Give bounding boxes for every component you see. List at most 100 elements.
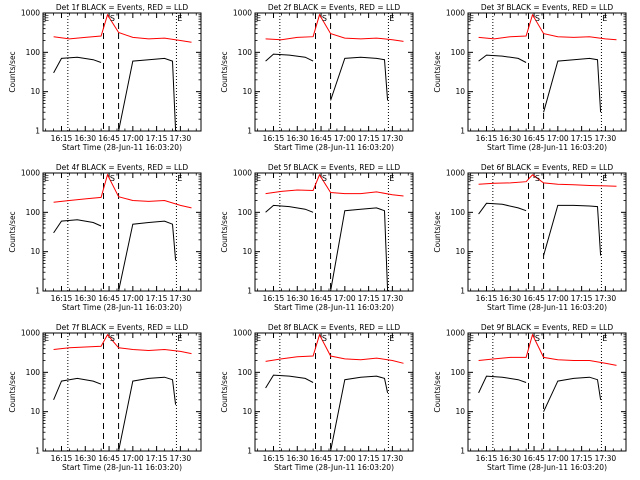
event-marker-label: E	[177, 14, 182, 23]
plot-frame	[254, 12, 414, 132]
chart-title: Det 8f BLACK = Events, RED = LLD	[268, 323, 401, 332]
y-tick-label: 10	[455, 247, 465, 256]
x-tick-label: 16:15	[51, 454, 73, 463]
x-tick-label: 17:30	[170, 454, 192, 463]
y-tick-label: 10	[30, 247, 40, 256]
x-tick-label: 17:30	[170, 134, 192, 143]
chart-title: Det 4f BLACK = Events, RED = LLD	[56, 163, 189, 172]
x-tick-label: 16:15	[51, 134, 73, 143]
x-axis-label: Start Time (28-Jun-11 16:03:20)	[487, 143, 607, 152]
chart-panel-1: Det 1f BLACK = Events, RED = LLD 1 10 100 10…	[8, 3, 202, 152]
series-line-1	[265, 173, 404, 197]
x-axis-label: Start Time (28-Jun-11 16:03:20)	[274, 143, 394, 152]
x-tick-label: 16:45	[98, 134, 120, 143]
event-marker-label: E	[256, 14, 261, 23]
series-line-2	[265, 374, 314, 389]
y-tick-label: 1	[35, 287, 40, 296]
series-line-1	[53, 333, 192, 355]
y-tick-label: 1	[35, 447, 40, 456]
series-line-1	[265, 333, 404, 364]
y-tick-label: 10	[242, 247, 252, 256]
x-axis-label: Start Time (28-Jun-11 16:03:20)	[62, 143, 182, 152]
y-axis-label: Counts/sec	[433, 211, 442, 252]
y-tick-label: 1	[460, 447, 465, 456]
chart-panel-7: Det 7f BLACK = Events, RED = LLD 1 10 100 10…	[8, 323, 202, 472]
series-line-2	[478, 375, 527, 394]
event-marker-label: E	[389, 334, 394, 343]
x-axis-label: Start Time (28-Jun-11 16:03:20)	[274, 303, 394, 312]
x-tick-label: 16:15	[476, 454, 498, 463]
y-tick-label: 100	[238, 368, 253, 377]
y-tick-label: 1000	[233, 329, 252, 338]
y-axis-label: Counts/sec	[8, 371, 17, 412]
series-line-2	[478, 54, 527, 63]
y-axis-label: Counts/sec	[220, 371, 229, 412]
event-marker-label: E	[389, 14, 394, 23]
x-tick-label: 17:15	[358, 454, 380, 463]
x-tick-label: 16:45	[98, 294, 120, 303]
y-tick-label: 100	[451, 48, 466, 57]
x-tick-label: 16:30	[286, 454, 308, 463]
series-line-1	[478, 174, 617, 187]
x-tick-label: 17:00	[334, 294, 356, 303]
y-tick-label: 1000	[21, 169, 40, 178]
x-tick-label: 17:30	[595, 294, 617, 303]
y-tick-label: 1	[247, 447, 252, 456]
x-tick-label: 17:00	[122, 134, 144, 143]
x-tick-label: 17:00	[122, 294, 144, 303]
chart-title: Det 9f BLACK = Events, RED = LLD	[481, 323, 614, 332]
event-marker-label: S	[535, 174, 540, 183]
x-tick-label: 17:15	[571, 454, 593, 463]
y-axis-label: Counts/sec	[8, 51, 17, 92]
x-tick-label: 16:30	[286, 294, 308, 303]
series-line-3	[118, 57, 177, 132]
event-marker-label: E	[44, 334, 49, 343]
series-line-1	[478, 13, 617, 41]
x-tick-label: 17:30	[382, 454, 404, 463]
x-tick-label: 16:45	[310, 454, 332, 463]
event-marker-label: E	[177, 174, 182, 183]
x-tick-label: 17:00	[334, 134, 356, 143]
series-line-2	[265, 204, 314, 213]
x-tick-label: 16:30	[74, 454, 96, 463]
y-tick-label: 100	[26, 208, 41, 217]
chart-panel-6: Det 6f BLACK = Events, RED = LLD 1 10 100 10…	[433, 163, 627, 312]
event-marker-label: E	[602, 334, 607, 343]
chart-panel-8: Det 8f BLACK = Events, RED = LLD 1 10 100 10…	[220, 323, 414, 472]
chart-title: Det 3f BLACK = Events, RED = LLD	[481, 3, 614, 12]
y-tick-label: 1000	[21, 9, 40, 18]
y-tick-label: 1000	[446, 329, 465, 338]
series-line-2	[53, 377, 102, 400]
y-tick-label: 100	[26, 368, 41, 377]
y-tick-label: 10	[242, 87, 252, 96]
x-tick-label: 17:00	[334, 454, 356, 463]
y-axis-label: Counts/sec	[433, 51, 442, 92]
y-tick-label: 1	[460, 127, 465, 136]
plot-frame	[467, 172, 627, 292]
x-axis-label: Start Time (28-Jun-11 16:03:20)	[274, 463, 394, 472]
plot-frame	[254, 332, 414, 452]
series-line-3	[330, 56, 389, 101]
series-line-3	[543, 57, 602, 113]
y-tick-label: 100	[238, 208, 253, 217]
event-marker-label: E	[44, 14, 49, 23]
series-line-2	[265, 53, 314, 62]
chart-title: Det 6f BLACK = Events, RED = LLD	[481, 163, 614, 172]
y-axis-label: Counts/sec	[8, 211, 17, 252]
x-tick-label: 17:15	[571, 294, 593, 303]
x-tick-label: 17:00	[122, 454, 144, 463]
x-tick-label: 16:15	[263, 134, 285, 143]
x-tick-label: 16:30	[499, 294, 521, 303]
y-tick-label: 100	[26, 48, 41, 57]
x-tick-label: 17:15	[146, 134, 168, 143]
y-tick-label: 10	[455, 407, 465, 416]
x-tick-label: 17:15	[358, 134, 380, 143]
y-tick-label: 10	[30, 407, 40, 416]
x-tick-label: 16:15	[476, 134, 498, 143]
x-tick-label: 16:15	[263, 454, 285, 463]
event-marker-label: E	[469, 14, 474, 23]
y-tick-label: 1000	[446, 9, 465, 18]
chart-panel-5: Det 5f BLACK = Events, RED = LLD 1 10 100 10…	[220, 163, 414, 312]
plot-frame	[42, 172, 202, 292]
